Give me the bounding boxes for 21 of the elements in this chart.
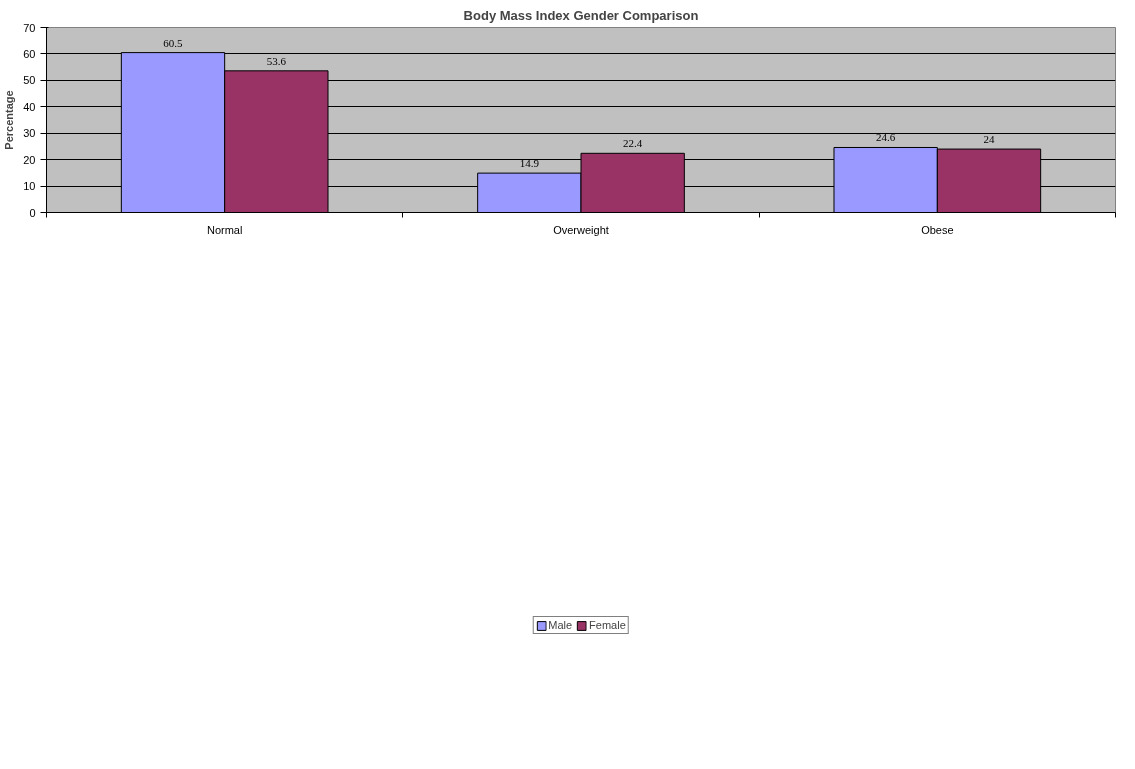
y-tick-label: 0 [29, 206, 36, 219]
data-label: 24 [983, 133, 995, 146]
y-tick-label: 30 [23, 127, 36, 140]
y-tick-label: 50 [23, 74, 36, 87]
x-tick-label: Overweight [553, 223, 609, 236]
chart-title: Body Mass Index Gender Comparison [463, 7, 699, 23]
data-label: 14.9 [519, 157, 540, 170]
legend-label: Female [589, 619, 626, 631]
data-label: 24.6 [876, 131, 896, 144]
y-tick-label: 70 [23, 21, 36, 34]
y-tick-label: 40 [23, 100, 36, 113]
y-axis-title: Percentage [3, 90, 16, 150]
x-tick-label: Obese [921, 223, 954, 236]
y-tick-label: 60 [23, 47, 36, 60]
legend-label: Male [548, 619, 573, 631]
y-tick-label: 10 [23, 180, 36, 193]
data-label: 60.5 [163, 36, 184, 49]
x-tick-label: Normal [206, 223, 243, 236]
data-label: 22.4 [623, 137, 643, 150]
data-label: 53.6 [266, 54, 287, 67]
y-tick-label: 20 [23, 153, 36, 166]
